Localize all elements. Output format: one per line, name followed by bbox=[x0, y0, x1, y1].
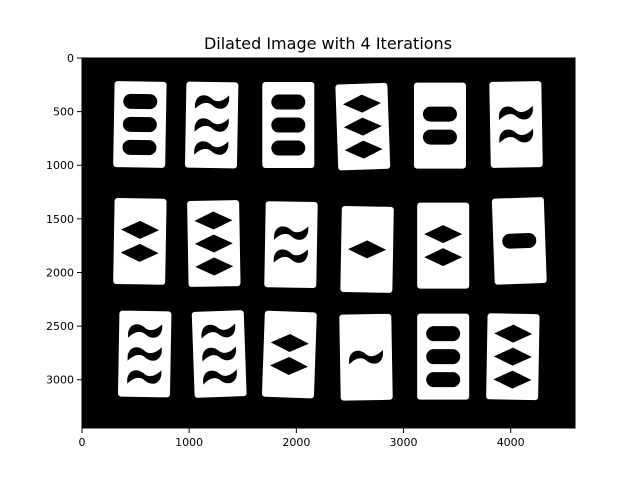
y-tick-label: 1500 bbox=[46, 213, 74, 226]
diamond-symbol bbox=[493, 370, 532, 389]
squiggle-symbol bbox=[194, 118, 229, 132]
card-r2-c5 bbox=[486, 313, 540, 401]
diamond-symbol bbox=[424, 225, 463, 244]
squiggle-symbol bbox=[127, 324, 163, 338]
oval-symbol bbox=[422, 106, 457, 122]
y-tick-label: 3000 bbox=[46, 374, 74, 387]
x-tick-label: 2000 bbox=[282, 436, 310, 449]
card-r2-c2 bbox=[261, 310, 317, 399]
oval-symbol bbox=[271, 117, 306, 133]
axes-frame bbox=[81, 57, 576, 429]
chart-title: Dilated Image with 4 Iterations bbox=[204, 34, 452, 53]
squiggle-symbol bbox=[194, 141, 229, 155]
squiggle-symbol bbox=[498, 105, 533, 121]
card-body bbox=[113, 197, 167, 285]
y-tick-label: 0 bbox=[67, 52, 74, 65]
card-body bbox=[261, 310, 317, 399]
diamond-symbol bbox=[343, 94, 381, 113]
card-r1-c4 bbox=[417, 202, 470, 289]
oval-symbol bbox=[422, 129, 457, 145]
card-r1-c1 bbox=[187, 200, 241, 287]
card-r2-c0 bbox=[118, 310, 172, 398]
oval-symbol bbox=[122, 116, 157, 133]
diamond-symbol bbox=[270, 334, 309, 353]
oval-symbol bbox=[426, 349, 461, 365]
card-r2-c1 bbox=[191, 310, 247, 398]
diamond-symbol bbox=[194, 211, 233, 230]
ticks-layer: 0 1000 2000 3000 4000 0 500 1000 1500 2000 2500 300… bbox=[46, 52, 525, 449]
y-tick-label: 500 bbox=[53, 106, 74, 119]
y-tick-label: 2500 bbox=[46, 320, 74, 333]
oval-symbol bbox=[271, 94, 306, 110]
card-r1-c0 bbox=[113, 197, 167, 285]
oval-symbol bbox=[426, 326, 461, 342]
diamond-symbol bbox=[343, 117, 382, 136]
squiggle-symbol bbox=[127, 370, 162, 384]
cards-layer bbox=[113, 81, 547, 401]
card-r0-c0 bbox=[113, 81, 167, 168]
diamond-symbol bbox=[269, 357, 308, 376]
y-tick-label: 1000 bbox=[46, 159, 74, 172]
card-r0-c5 bbox=[489, 81, 543, 168]
card-r2-c3 bbox=[339, 313, 393, 401]
squiggle-symbol bbox=[127, 347, 162, 361]
y-tick-label: 2000 bbox=[46, 266, 74, 279]
x-tick-label: 3000 bbox=[390, 436, 418, 449]
card-r1-c2 bbox=[264, 201, 318, 289]
x-tick-label: 1000 bbox=[175, 436, 203, 449]
diamond-symbol bbox=[348, 240, 387, 259]
oval-symbol bbox=[122, 139, 157, 156]
oval-symbol bbox=[123, 93, 158, 110]
squiggle-symbol bbox=[273, 249, 308, 263]
squiggle-symbol bbox=[202, 346, 237, 362]
diamond-symbol bbox=[493, 347, 532, 366]
card-body bbox=[417, 202, 470, 289]
card-r2-c4 bbox=[417, 313, 470, 400]
card-r0-c1 bbox=[184, 81, 239, 169]
diamond-symbol bbox=[424, 248, 463, 267]
card-r0-c2 bbox=[262, 82, 315, 169]
card-body bbox=[413, 82, 466, 169]
diamond-symbol bbox=[120, 243, 159, 262]
axes-layer bbox=[81, 57, 576, 429]
x-tick-label: 0 bbox=[79, 436, 86, 449]
diamond-symbol bbox=[344, 140, 383, 159]
card-body bbox=[489, 81, 543, 168]
diamond-symbol bbox=[195, 257, 234, 276]
diamond-symbol bbox=[494, 324, 533, 343]
x-tick-label: 4000 bbox=[497, 436, 525, 449]
oval-symbol bbox=[502, 233, 537, 249]
oval-symbol bbox=[271, 140, 306, 156]
squiggle-symbol bbox=[274, 226, 309, 240]
diamond-symbol bbox=[121, 220, 160, 239]
diamond-symbol bbox=[194, 234, 233, 253]
card-r0-c3 bbox=[335, 82, 391, 171]
squiggle-symbol bbox=[194, 95, 230, 109]
squiggle-symbol bbox=[201, 323, 236, 339]
card-r1-c3 bbox=[340, 206, 394, 293]
oval-symbol bbox=[426, 372, 461, 388]
squiggle-symbol bbox=[499, 128, 534, 144]
card-body bbox=[264, 201, 318, 289]
squiggle-symbol bbox=[349, 349, 383, 365]
squiggle-symbol bbox=[203, 369, 237, 385]
card-r0-c4 bbox=[413, 82, 466, 169]
card-r1-c5 bbox=[491, 197, 547, 285]
